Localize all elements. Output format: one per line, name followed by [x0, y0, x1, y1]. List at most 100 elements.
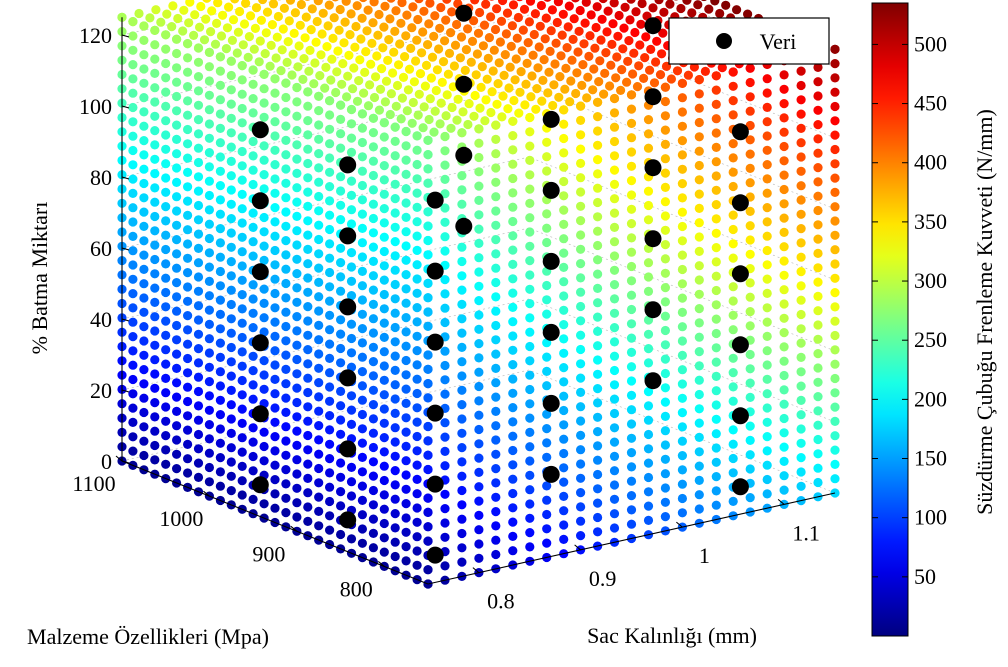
- surface-point: [260, 456, 269, 465]
- surface-point: [627, 147, 636, 156]
- surface-point: [508, 131, 517, 140]
- surface-point: [309, 79, 318, 88]
- surface-point: [413, 546, 422, 555]
- surface-point: [797, 453, 806, 462]
- surface-point: [423, 322, 432, 331]
- surface-point: [227, 300, 236, 309]
- surface-point: [128, 432, 137, 441]
- surface-point: [627, 176, 636, 185]
- surface-point: [150, 55, 159, 64]
- surface-point: [194, 158, 203, 167]
- surface-point: [194, 344, 203, 353]
- surface-point: [194, 115, 203, 124]
- surface-point: [172, 192, 181, 201]
- surface-point: [695, 132, 704, 141]
- surface-point: [467, 58, 476, 67]
- surface-point: [325, 526, 334, 535]
- surface-point: [358, 482, 367, 491]
- surface-point: [314, 421, 323, 430]
- surface-point: [797, 181, 806, 190]
- surface-point: [423, 279, 432, 288]
- surface-point: [542, 166, 551, 175]
- surface-point: [593, 198, 602, 207]
- surface-point: [238, 233, 247, 242]
- surface-point: [651, 57, 660, 66]
- surface-point: [525, 399, 534, 408]
- surface-point: [227, 71, 236, 80]
- surface-point: [610, 108, 619, 117]
- surface-point: [497, 17, 506, 26]
- surface-point: [627, 305, 636, 314]
- surface-point: [440, 490, 449, 499]
- surface-point: [216, 167, 225, 176]
- surface-point: [593, 212, 602, 221]
- surface-point: [423, 465, 432, 474]
- surface-point: [542, 438, 551, 447]
- surface-point: [508, 203, 517, 212]
- surface-point: [423, 307, 432, 316]
- surface-point: [413, 375, 422, 384]
- surface-point: [440, 347, 449, 356]
- surface-point: [270, 275, 279, 284]
- surface-point: [369, 543, 378, 552]
- surface-point: [601, 48, 610, 57]
- surface-point: [161, 116, 170, 125]
- surface-point: [491, 278, 500, 287]
- surface-point: [514, 109, 523, 118]
- surface-point: [205, 406, 214, 415]
- surface-point: [217, 31, 226, 40]
- surface-point: [813, 120, 822, 129]
- surface-point: [405, 65, 414, 74]
- surface-point: [559, 163, 568, 172]
- surface-point: [380, 347, 389, 356]
- surface-point: [429, 128, 438, 137]
- surface-point: [183, 96, 192, 105]
- surface-point: [695, 376, 704, 385]
- surface-point: [227, 429, 236, 438]
- surface-point: [413, 503, 422, 512]
- surface-point: [139, 36, 148, 45]
- surface-point: [624, 36, 633, 45]
- surface-point: [303, 502, 312, 511]
- z-tick-label: 80: [90, 165, 112, 190]
- surface-point: [576, 445, 585, 454]
- surface-point: [314, 178, 323, 187]
- surface-point: [260, 442, 269, 451]
- surface-point: [548, 5, 557, 14]
- surface-point: [347, 320, 356, 329]
- surface-point: [525, 471, 534, 480]
- surface-point: [292, 212, 301, 221]
- y-tick-label: 1000: [159, 506, 203, 531]
- surface-point: [128, 89, 137, 98]
- surface-point: [530, 30, 539, 39]
- surface-point: [402, 370, 411, 379]
- surface-point: [402, 270, 411, 279]
- surface-point: [205, 377, 214, 386]
- surface-point: [391, 165, 400, 174]
- surface-point: [440, 418, 449, 427]
- surface-point: [260, 113, 269, 122]
- surface-point: [797, 482, 806, 491]
- surface-point: [457, 500, 466, 509]
- surface-point: [797, 238, 806, 247]
- surface-point: [593, 270, 602, 279]
- surface-point: [402, 485, 411, 494]
- surface-point: [194, 401, 203, 410]
- surface-point: [474, 468, 483, 477]
- surface-point: [238, 147, 247, 156]
- surface-point: [618, 44, 627, 53]
- surface-point: [172, 49, 181, 58]
- surface-point: [797, 267, 806, 276]
- surface-point: [525, 342, 534, 351]
- surface-point: [216, 324, 225, 333]
- surface-point: [292, 441, 301, 450]
- surface-point: [205, 248, 214, 257]
- surface-point: [547, 26, 556, 35]
- surface-point: [695, 361, 704, 370]
- surface-point: [292, 455, 301, 464]
- surface-point: [763, 103, 772, 112]
- surface-point: [289, 50, 298, 59]
- surface-point: [325, 297, 334, 306]
- surface-point: [678, 79, 687, 88]
